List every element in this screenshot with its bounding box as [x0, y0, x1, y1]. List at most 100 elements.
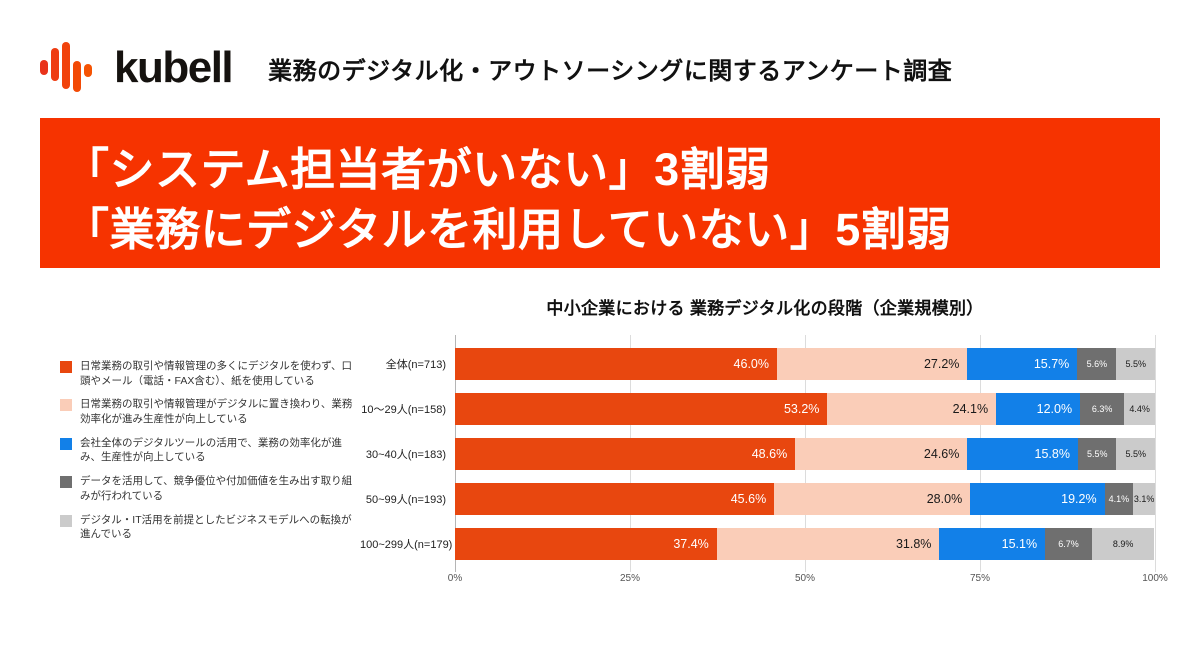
bar-segment-value: 15.8% [1034, 446, 1070, 461]
row-label-2: 10～29人(n=158) [361, 403, 446, 416]
bar-segment-value: 5.6% [1086, 358, 1108, 369]
legend-item-5: デジタル・IT活用を前提としたビジネスモデルへの転換が進んでいる [60, 513, 360, 542]
legend-label-5: デジタル・IT活用を前提としたビジネスモデルへの転換が進んでいる [80, 513, 352, 541]
row-label-4: 50~99人(n=193) [365, 493, 446, 506]
legend-swatch-3 [60, 437, 72, 450]
legend-label-3: 会社全体のデジタルツールの活用で、業務の効率化が進み、生産性が向上している [80, 436, 342, 464]
kubell-logo: kubell [40, 39, 234, 97]
bar-segment-r5-s4: 6.7% [1045, 527, 1092, 560]
legend-swatch-4 [60, 476, 72, 489]
kubell-waveform-icon [40, 39, 102, 97]
chart-row-1: 全体(n=713) 46.0% 27.2% 15.7% 5.6% 5.5% [360, 341, 1155, 386]
bar-segment-r2-s4: 6.3% [1080, 392, 1125, 425]
bar-segment-r4-s4: 4.1% [1104, 482, 1134, 515]
infographic-page: kubell 業務のデジタル化・アウトソーシングに関するアンケート調査 「システ… [0, 32, 1200, 662]
bar-segment-r1-s5: 5.5% [1116, 347, 1155, 380]
chart-title: 中小企業における 業務デジタル化の段階（企業規模別） [546, 299, 984, 318]
bar-segment-r2-s5: 4.4% [1124, 392, 1155, 425]
chart-section: 中小企業における 業務デジタル化の段階（企業規模別） 日常業務の取引や情報管理の… [40, 294, 1168, 588]
bar-segment-value: 5.5% [1125, 448, 1146, 459]
bar-segment-value: 5.5% [1125, 358, 1146, 369]
bar-track-3: 48.6% 24.6% 15.8% 5.5% 5.5% [455, 437, 1155, 470]
x-axis-tick-25%: 25% [619, 573, 641, 584]
bar-segment-r3-s5: 5.5% [1116, 437, 1155, 470]
legend-item-1: 日常業務の取引や情報管理の多くにデジタルを使わず、口頭やメール（電話・FAX含む… [60, 359, 360, 388]
bar-segment-r3-s2: 24.6% [795, 437, 968, 470]
x-axis-tick-75%: 75% [969, 573, 991, 584]
headline-banner: 「システム担当者がいない」3割弱 「業務にデジタルを利用していない」5割弱 [40, 118, 1160, 268]
legend-swatch-5 [60, 514, 72, 527]
chart-row-5: 100~299人(n=179) 37.4% 31.8% 15.1% 6.7% 8.9% [360, 521, 1155, 566]
headline-line-2: 「業務にデジタルを利用していない」5割弱 [64, 204, 952, 255]
chart-row-2: 10～29人(n=158) 53.2% 24.1% 12.0% 6.3% 4.4% [360, 386, 1155, 431]
bar-segment-r5-s1: 37.4% [455, 527, 717, 560]
bar-segment-r4-s2: 28.0% [774, 482, 971, 515]
bar-segment-r5-s2: 31.8% [716, 527, 940, 560]
chart-row-3: 30~40人(n=183) 48.6% 24.6% 15.8% 5.5% 5.5% [360, 431, 1155, 476]
bar-track-5: 37.4% 31.8% 15.1% 6.7% 8.9% [455, 527, 1155, 560]
bar-segment-r5-s5: 8.9% [1091, 527, 1155, 560]
row-label-1: 全体(n=713) [385, 358, 446, 371]
bar-segment-r4-s3: 19.2% [970, 482, 1105, 515]
bar-segment-r1-s3: 15.7% [967, 347, 1078, 380]
legend-item-3: 会社全体のデジタルツールの活用で、業務の効率化が進み、生産性が向上している [60, 436, 360, 465]
bar-segment-r4-s1: 45.6% [455, 482, 775, 515]
bar-segment-r3-s4: 5.5% [1077, 437, 1117, 470]
header: kubell 業務のデジタル化・アウトソーシングに関するアンケート調査 [40, 32, 1160, 104]
bar-segment-value: 4.4% [1129, 403, 1150, 414]
bar-segment-r2-s1: 53.2% [455, 392, 828, 425]
x-axis-tick-50%: 50% [794, 573, 816, 584]
bar-segment-value: 15.1% [1001, 536, 1038, 551]
legend-swatch-2 [60, 399, 72, 412]
bar-segment-value: 37.4% [673, 536, 709, 551]
legend-label-4: データを活用して、競争優位や付加価値を生み出す取り組みが行われている [80, 475, 353, 502]
x-axis: 0% 25% 50% 75% 100% [448, 566, 1168, 588]
bar-track-1: 46.0% 27.2% 15.7% 5.6% 5.5% [455, 347, 1155, 380]
bar-segment-value: 45.6% [730, 491, 767, 506]
bar-segment-value: 6.3% [1091, 403, 1113, 414]
x-axis-tick-100%: 100% [1142, 573, 1168, 584]
bar-segment-value: 15.7% [1033, 356, 1070, 371]
bar-segment-value: 3.1% [1133, 493, 1155, 504]
bar-segment-r5-s3: 15.1% [939, 527, 1046, 560]
bar-segment-value: 8.9% [1112, 538, 1134, 549]
chart-row-4: 50~99人(n=193) 45.6% 28.0% 19.2% 4.1% 3.1% [360, 476, 1155, 521]
bar-segment-value: 27.2% [923, 356, 960, 371]
bar-segment-r1-s1: 46.0% [455, 347, 777, 380]
kubell-logo-text: kubell [114, 43, 234, 92]
legend-label-2: 日常業務の取引や情報管理がデジタルに置き換わり、業務効率化が進み生産性が向上して… [80, 398, 353, 426]
bar-segment-value: 4.1% [1108, 493, 1130, 504]
bar-segment-value: 53.2% [783, 401, 820, 416]
bar-segment-r1-s2: 27.2% [777, 347, 968, 380]
bar-segment-r3-s1: 48.6% [455, 437, 796, 470]
bar-segment-r2-s3: 12.0% [996, 392, 1081, 425]
bar-segment-r1-s4: 5.6% [1077, 347, 1117, 380]
bar-segment-value: 24.1% [952, 401, 989, 416]
legend-swatch-1 [60, 361, 72, 373]
bar-segment-value: 24.6% [923, 446, 960, 461]
chart-rows: 全体(n=713) 46.0% 27.2% 15.7% 5.6% 5.5% 10～29人(n… [360, 341, 1155, 566]
header-subtitle: 業務のデジタル化・アウトソーシングに関するアンケート調査 [268, 57, 953, 85]
chart-body: 日常業務の取引や情報管理の多くにデジタルを使わず、口頭やメール（電話・FAX含む… [40, 335, 1168, 588]
bar-segment-value: 12.0% [1036, 401, 1073, 416]
bar-segment-value: 5.5% [1086, 448, 1108, 459]
chart-area: 全体(n=713) 46.0% 27.2% 15.7% 5.6% 5.5% 10～29人(n… [360, 335, 1168, 588]
legend-item-4: データを活用して、競争優位や付加価値を生み出す取り組みが行われている [60, 474, 360, 503]
bar-segment-value: 48.6% [751, 446, 788, 461]
bar-track-4: 45.6% 28.0% 19.2% 4.1% 3.1% [455, 482, 1155, 515]
bar-segment-value: 28.0% [926, 491, 963, 506]
bar-segment-value: 46.0% [733, 356, 769, 371]
bar-segment-r4-s5: 3.1% [1133, 482, 1155, 515]
chart-legend: 日常業務の取引や情報管理の多くにデジタルを使わず、口頭やメール（電話・FAX含む… [40, 341, 360, 588]
legend-label-1: 日常業務の取引や情報管理の多くにデジタルを使わず、口頭やメール（電話・FAX含む… [80, 360, 353, 387]
row-label-3: 30~40人(n=183) [365, 448, 446, 461]
bar-segment-r3-s3: 15.8% [967, 437, 1078, 470]
row-label-5: 100~299人(n=179) [360, 538, 453, 551]
legend-item-2: 日常業務の取引や情報管理がデジタルに置き換わり、業務効率化が進み生産性が向上して… [60, 397, 360, 426]
bar-segment-value: 31.8% [895, 536, 932, 551]
x-axis-tick-0%: 0% [447, 573, 463, 584]
headline-line-1: 「システム担当者がいない」3割弱 [64, 144, 771, 196]
bar-segment-value: 6.7% [1058, 538, 1079, 549]
bar-segment-value: 19.2% [1061, 491, 1097, 506]
gridline-100 [1155, 335, 1156, 572]
